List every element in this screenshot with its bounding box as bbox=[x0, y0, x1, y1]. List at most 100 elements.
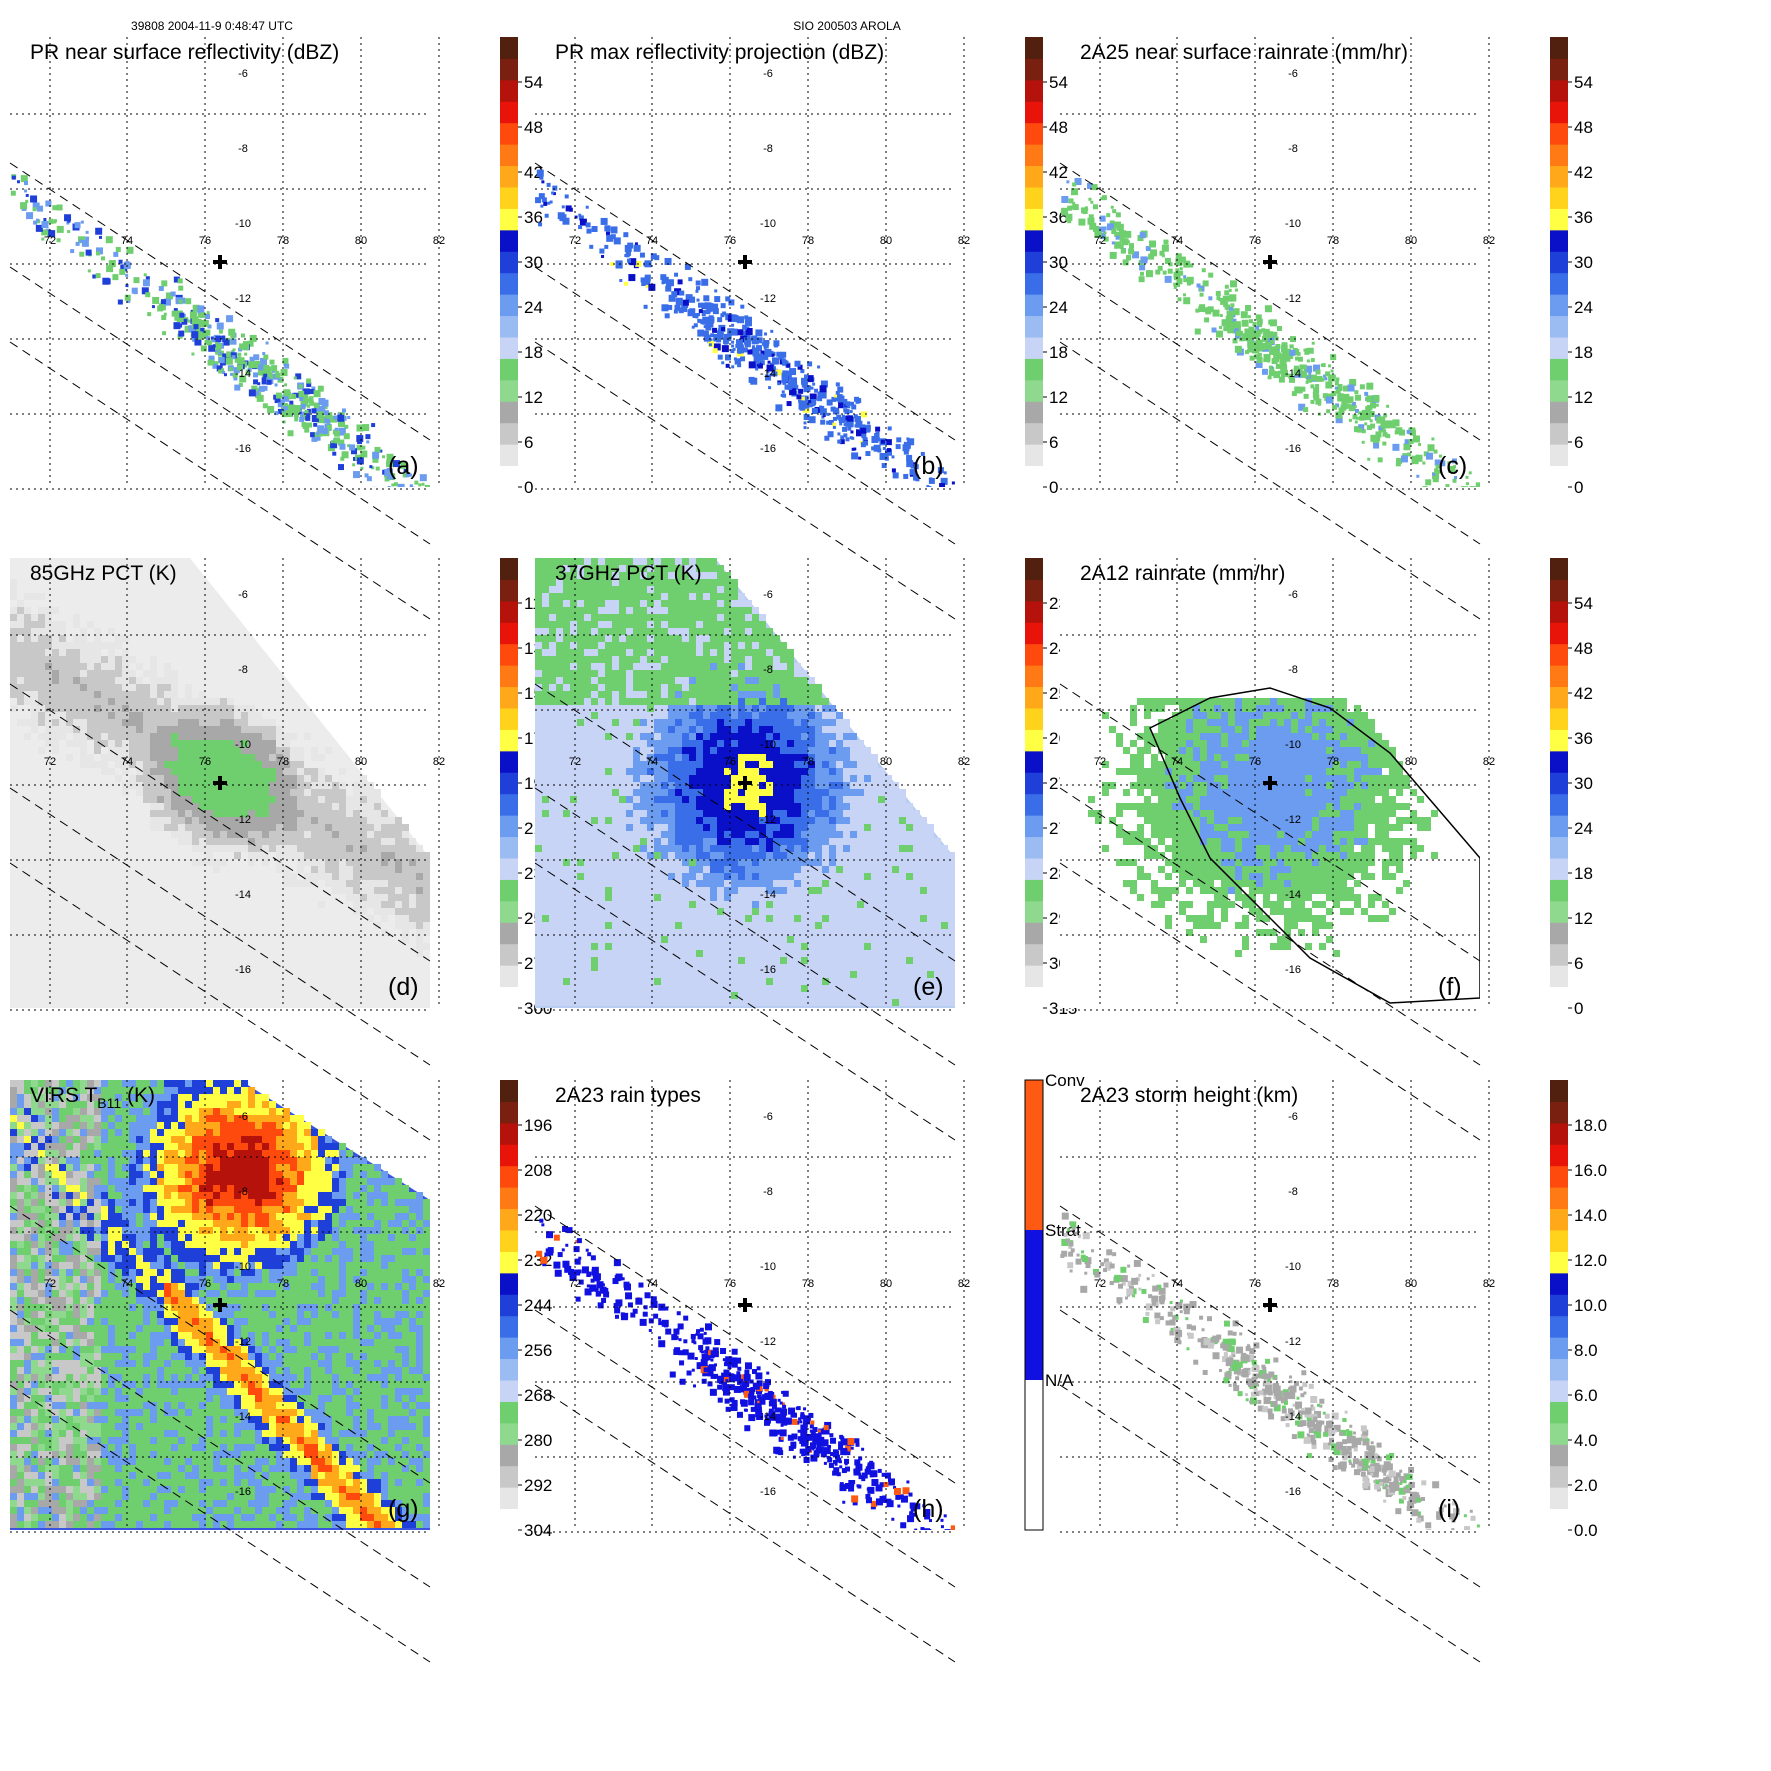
panel-a-echo-cell bbox=[293, 404, 301, 412]
panel-e-cell bbox=[535, 915, 542, 922]
panel-e-cell bbox=[703, 691, 710, 698]
panel-d-cell bbox=[346, 852, 353, 859]
panel-b-echo-cell bbox=[946, 491, 952, 497]
panel-e-cell bbox=[689, 572, 696, 579]
panel-e-cell bbox=[633, 642, 640, 649]
panel-d-cell bbox=[318, 782, 325, 789]
panel-e-cell bbox=[598, 908, 605, 915]
panel-a-echo-cell bbox=[158, 285, 164, 291]
panel-d-swath-edge-north bbox=[9, 683, 431, 962]
panel-e-cell bbox=[724, 656, 731, 663]
panel-c-echo-cell bbox=[1422, 486, 1428, 487]
panel-e-cell bbox=[542, 684, 549, 691]
panel-d-cell bbox=[297, 880, 304, 887]
panel-d-cell bbox=[52, 656, 59, 663]
panel-e-cell bbox=[745, 775, 752, 782]
panel-a-echo-cell bbox=[70, 249, 75, 254]
panel-c-echo-cell bbox=[1261, 328, 1266, 333]
panel-e-cell bbox=[703, 600, 710, 607]
panel-a-echo-cell bbox=[285, 409, 293, 417]
panel-e-cell bbox=[724, 775, 731, 782]
panel-c-echo-cell bbox=[1257, 352, 1262, 357]
panel-e-cell bbox=[654, 726, 661, 733]
panel-a-echo-cell bbox=[260, 357, 268, 365]
panel-d-cell bbox=[143, 775, 150, 782]
panel-e-cell bbox=[668, 964, 675, 971]
panel-e-cell bbox=[640, 957, 647, 964]
panel-b-echo-cell bbox=[671, 291, 678, 298]
panel-e-cell bbox=[549, 978, 556, 985]
panel-e-cell bbox=[682, 621, 689, 628]
panel-d-cell bbox=[395, 866, 402, 873]
panel-a-colorbar-segment bbox=[500, 294, 518, 317]
panel-b-echo-cell bbox=[850, 401, 855, 406]
panel-e-cell bbox=[689, 775, 696, 782]
panel-d-cell bbox=[311, 859, 318, 866]
panel-e-cell bbox=[696, 579, 703, 586]
panel-e-cell bbox=[577, 796, 584, 803]
panel-d-cell bbox=[38, 635, 45, 642]
panel-d-colorbar-segment bbox=[500, 708, 518, 730]
panel-e-cell bbox=[703, 719, 710, 726]
panel-c-colorbar-segment bbox=[1550, 294, 1568, 317]
panel-a-echo-cell bbox=[344, 424, 349, 429]
panel-a-echo-cell bbox=[79, 239, 83, 243]
panel-e-cell bbox=[549, 964, 556, 971]
panel-e-cell bbox=[675, 824, 682, 831]
panel-e-cell bbox=[647, 894, 654, 901]
panel-c-echo-cell bbox=[1273, 371, 1281, 379]
panel-d-cell bbox=[122, 754, 129, 761]
panel-b-echo-cell bbox=[875, 426, 881, 432]
panel-e-cell bbox=[598, 803, 605, 810]
panel-a-echo-cell bbox=[248, 389, 256, 397]
panel-b-echo-cell bbox=[725, 363, 730, 368]
panel-e-cell bbox=[563, 691, 570, 698]
panel-a-colorbar-tick: 18 bbox=[524, 343, 543, 362]
panel-d-cell bbox=[199, 789, 206, 796]
panel-e-cell bbox=[696, 719, 703, 726]
panel-e-cell bbox=[556, 677, 563, 684]
panel-e-cell bbox=[682, 607, 689, 614]
panel-e-cell bbox=[710, 726, 717, 733]
panel-e-cell bbox=[591, 656, 598, 663]
panel-a-echo-cell bbox=[371, 466, 375, 470]
panel-d-cell bbox=[199, 775, 206, 782]
panel-e-cell bbox=[535, 572, 542, 579]
panel-d-cell bbox=[150, 733, 157, 740]
panel-e-cell bbox=[619, 810, 626, 817]
panel-d-lon-label: 82 bbox=[433, 756, 445, 768]
panel-d-cell bbox=[227, 817, 234, 824]
panel-d-cell bbox=[234, 782, 241, 789]
panel-c-echo-cell bbox=[1219, 314, 1223, 318]
panel-d-lat-label: -12 bbox=[235, 814, 251, 826]
panel-e-cell bbox=[598, 579, 605, 586]
panel-c-echo-cell bbox=[1476, 491, 1480, 495]
panel-b-echo-cell bbox=[786, 370, 792, 376]
panel-e-cell bbox=[542, 656, 549, 663]
panel-e-cell bbox=[563, 908, 570, 915]
panel-e-cell bbox=[689, 691, 696, 698]
panel-d-cell bbox=[171, 726, 178, 733]
panel-e-cell bbox=[556, 649, 563, 656]
panel-d-cell bbox=[115, 761, 122, 768]
panel-d-cell bbox=[80, 761, 87, 768]
panel-e-cell bbox=[661, 915, 668, 922]
panel-e-cell bbox=[654, 887, 661, 894]
panel-e-cell bbox=[640, 971, 647, 978]
panel-e-cell bbox=[605, 698, 612, 705]
panel-d-cell bbox=[227, 761, 234, 768]
panel-a-echo-cell bbox=[53, 219, 57, 223]
panel-b-echo-cell bbox=[807, 385, 812, 390]
panel-c-swath-edge-north bbox=[1059, 162, 1481, 441]
panel-d-cell bbox=[381, 866, 388, 873]
panel-e-cell bbox=[647, 957, 654, 964]
panel-c-echo-cell bbox=[1161, 244, 1169, 252]
panel-d-cell bbox=[164, 691, 171, 698]
panel-e-cell bbox=[661, 866, 668, 873]
panel-e-cell bbox=[661, 572, 668, 579]
panel-a-echo-cell bbox=[306, 381, 312, 387]
panel-e-cell bbox=[717, 992, 724, 999]
panel-d-cell bbox=[213, 859, 220, 866]
panel-e-cell bbox=[689, 684, 696, 691]
panel-b-echo-cell bbox=[822, 413, 826, 417]
